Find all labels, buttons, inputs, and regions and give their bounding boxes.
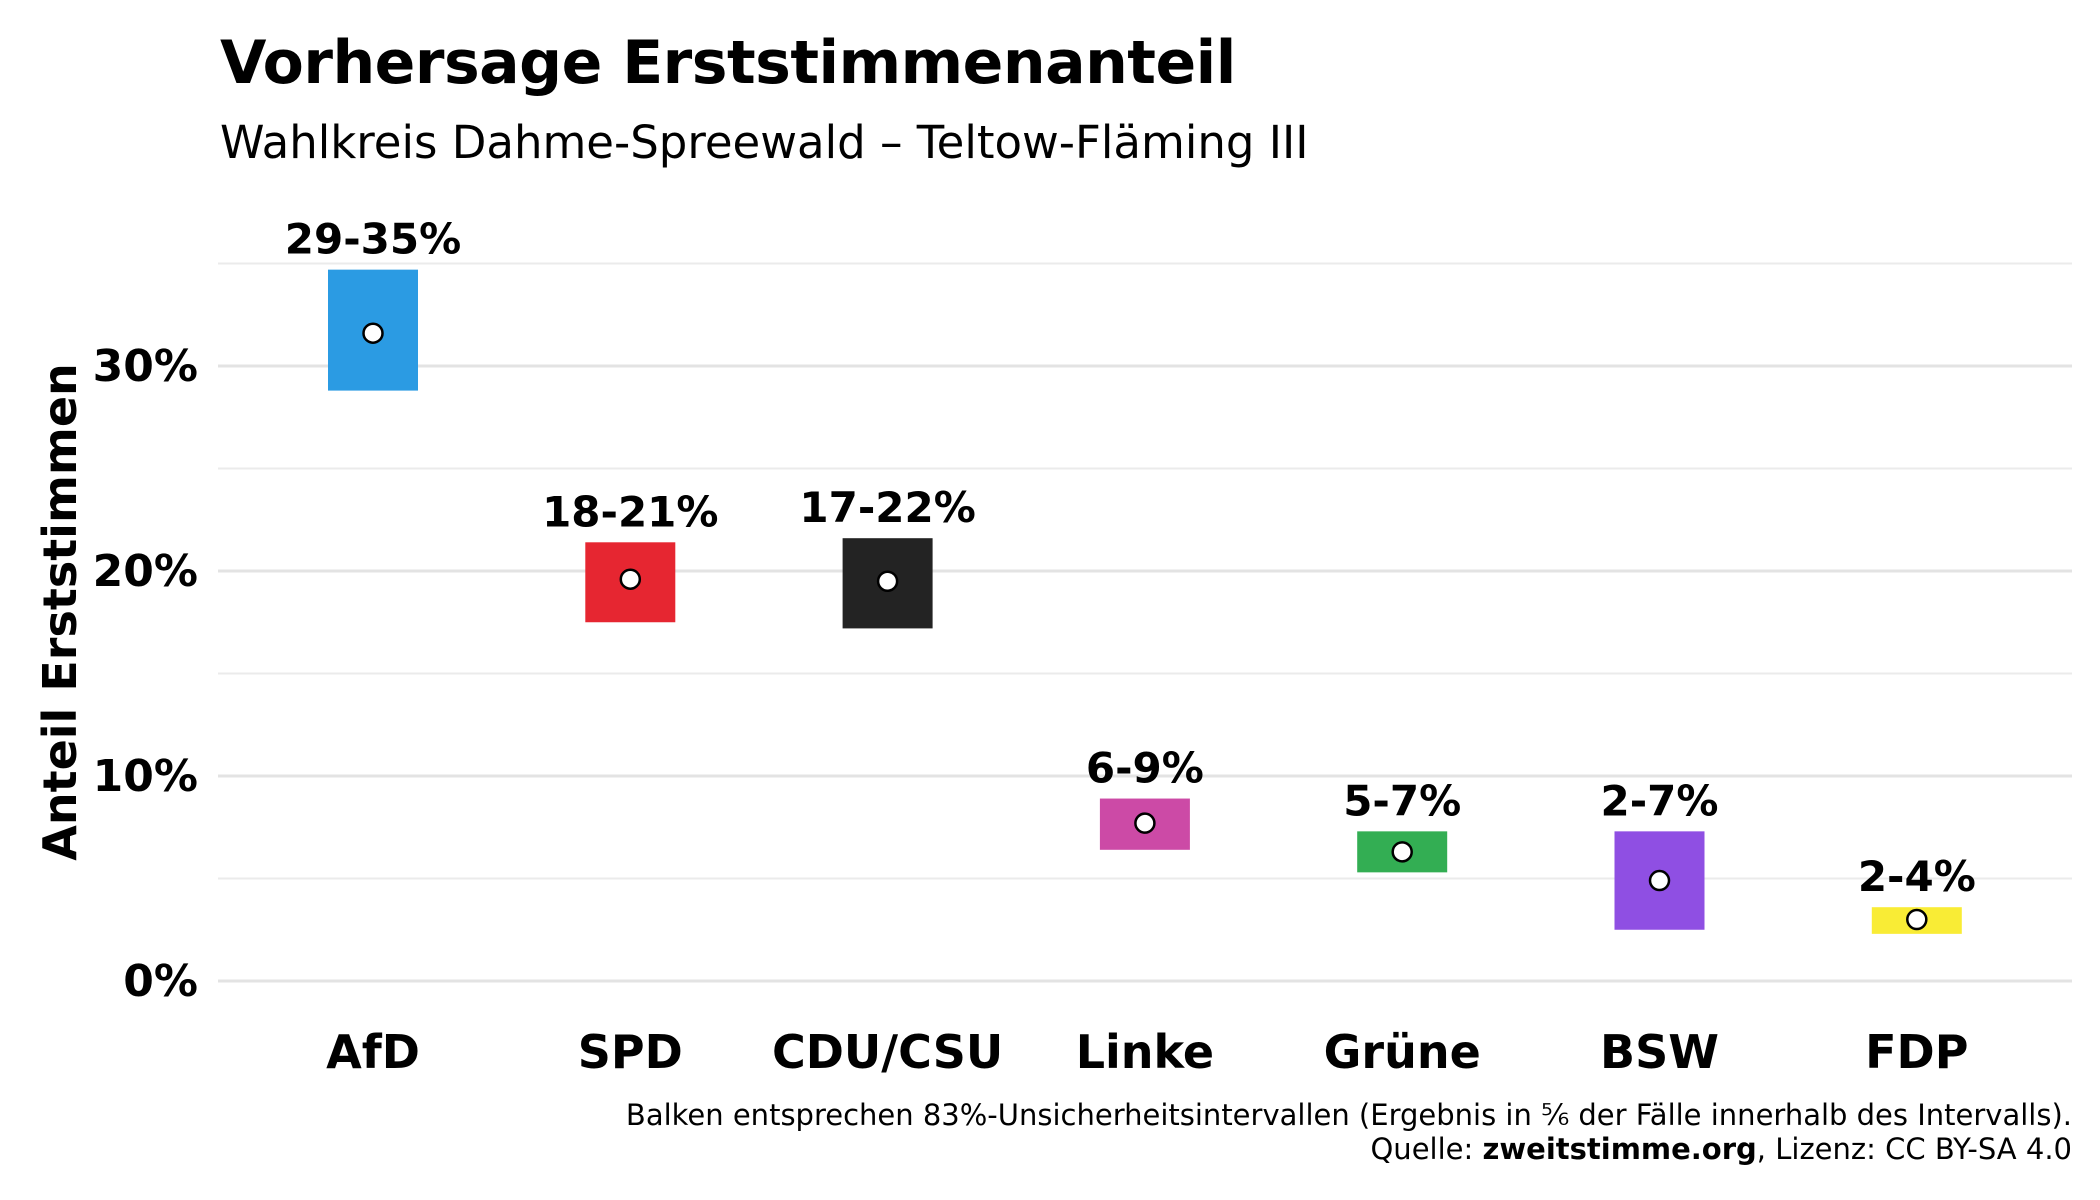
data-label: 2-7% bbox=[1601, 776, 1719, 825]
point-estimate bbox=[362, 322, 384, 344]
x-category-label: BSW bbox=[1600, 1025, 1719, 1079]
chart-title: Vorhersage Erststimmenanteil bbox=[220, 28, 1236, 98]
caption-note: Balken entsprechen 83%-Unsicherheitsinte… bbox=[625, 1098, 2072, 1132]
data-label: 2-4% bbox=[1858, 852, 1976, 901]
x-category-label: SPD bbox=[578, 1025, 683, 1079]
point-estimate bbox=[1391, 841, 1413, 863]
x-category-label: Grüne bbox=[1324, 1025, 1481, 1079]
source-link[interactable]: zweitstimme.org bbox=[1482, 1132, 1757, 1166]
point-estimate bbox=[619, 568, 642, 590]
x-category-label: Linke bbox=[1076, 1025, 1214, 1079]
data-label: 17-22% bbox=[799, 483, 975, 532]
data-label: 6-9% bbox=[1086, 744, 1204, 793]
caption-source: Quelle: zweitstimme.org, Lizenz: CC BY-S… bbox=[1370, 1132, 2072, 1166]
y-tick-label: 30% bbox=[93, 341, 198, 392]
gridlines bbox=[218, 262, 2072, 983]
data-label: 29-35% bbox=[285, 215, 461, 264]
y-tick-label: 20% bbox=[93, 546, 198, 597]
x-category-label: AfD bbox=[326, 1025, 420, 1079]
point-estimate bbox=[876, 570, 899, 592]
x-category-label: FDP bbox=[1865, 1025, 1968, 1079]
y-tick-label: 10% bbox=[93, 751, 198, 802]
y-axis-title: Anteil Erststimmen bbox=[33, 363, 87, 861]
source-prefix: Quelle: bbox=[1370, 1132, 1483, 1166]
x-category-label: CDU/CSU bbox=[772, 1025, 1003, 1079]
interval-bars bbox=[328, 269, 1962, 934]
labels: 0% 10% 20% 30%Anteil Erststimmen 29-35% AfD 18… bbox=[33, 215, 1976, 1079]
chart-subtitle: Wahlkreis Dahme-Spreewald – Teltow-Flämi… bbox=[220, 116, 1309, 169]
license-text: , Lizenz: CC BY-SA 4.0 bbox=[1756, 1132, 2072, 1166]
data-label: 18-21% bbox=[542, 487, 718, 536]
point-estimate bbox=[1134, 812, 1156, 834]
y-tick-label: 0% bbox=[123, 956, 198, 1007]
point-estimate bbox=[1906, 908, 1928, 931]
data-label: 5-7% bbox=[1343, 776, 1461, 825]
point-estimate bbox=[1648, 869, 1671, 892]
